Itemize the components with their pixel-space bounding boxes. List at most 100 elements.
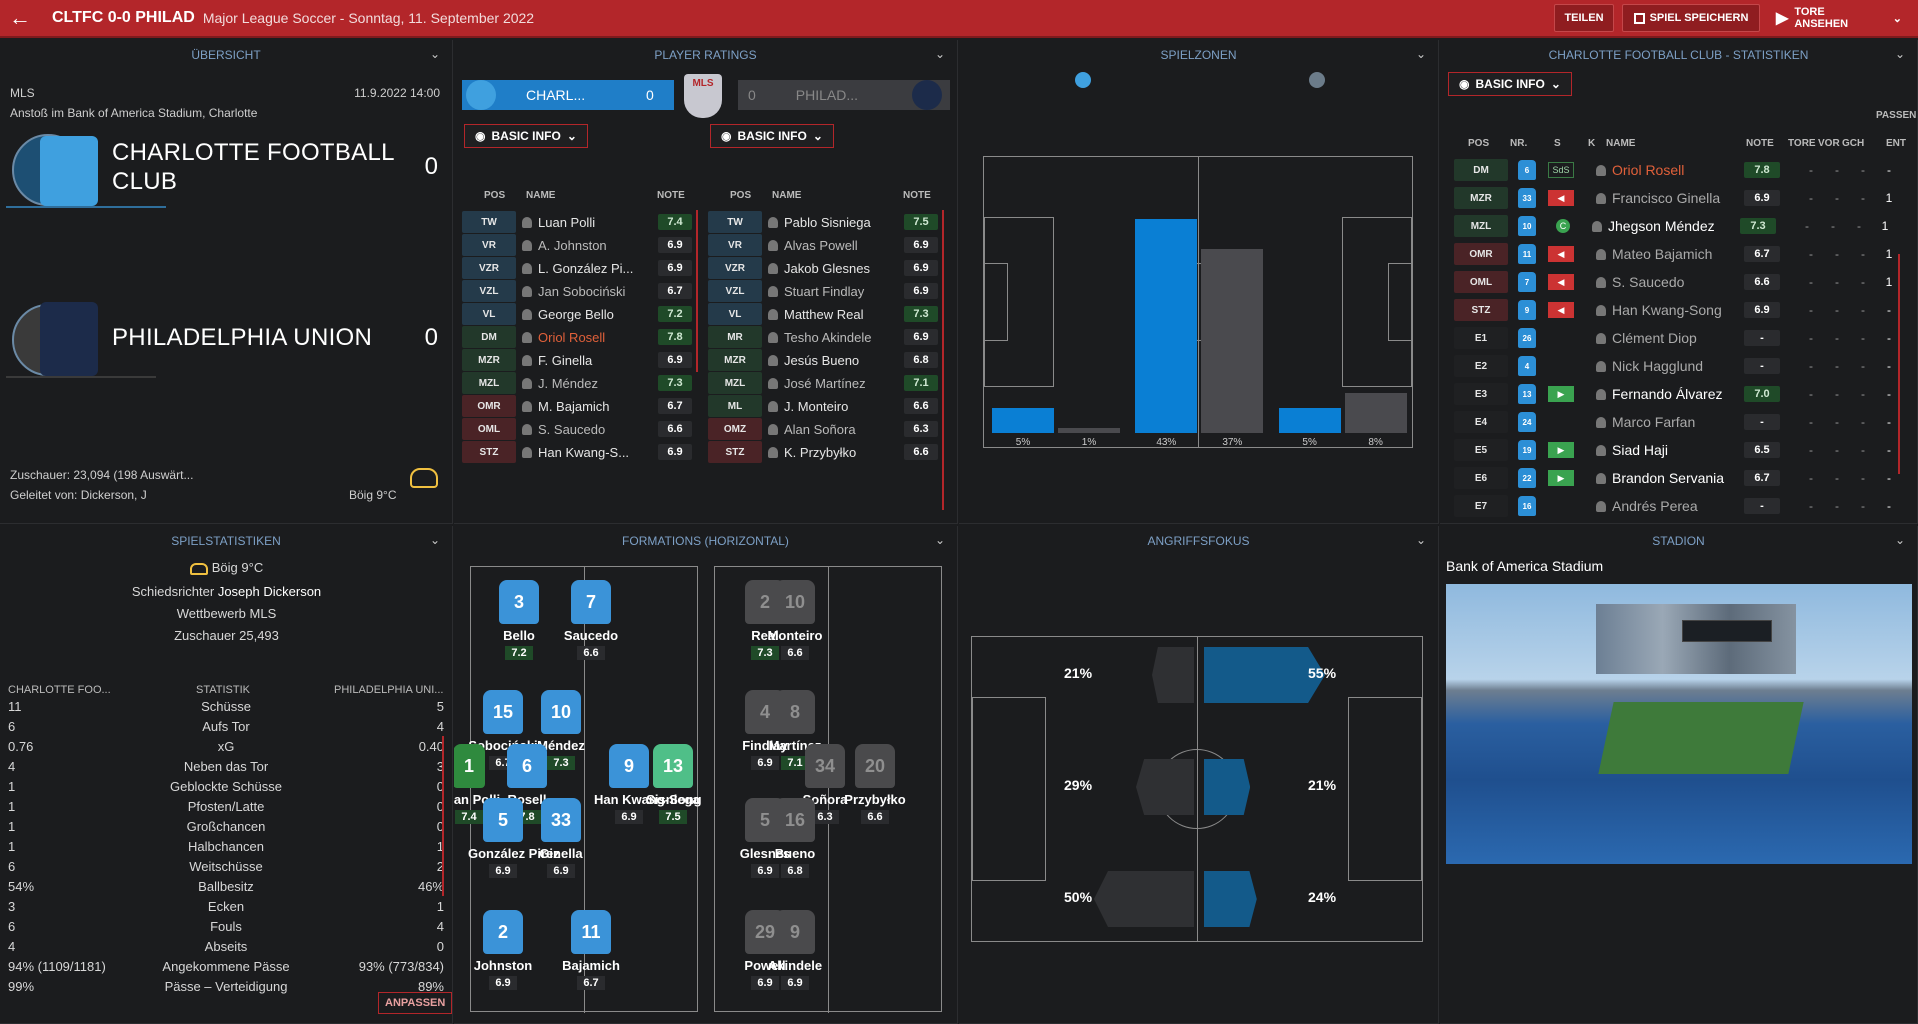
rating-row[interactable]: DM Oriol Rosell 7.8 bbox=[462, 325, 702, 349]
away-formation-player[interactable]: 9 Akindele 6.9 bbox=[760, 910, 830, 990]
col-goals[interactable]: TORE bbox=[1788, 138, 1816, 149]
player-name[interactable]: F. Ginella bbox=[538, 352, 593, 368]
player-name[interactable]: Nick Hagglund bbox=[1612, 358, 1704, 374]
player-stat-row[interactable]: E1 26 Clément Diop - - - - - bbox=[1440, 324, 1910, 352]
save-match-button[interactable]: SPIEL SPEICHERN bbox=[1622, 4, 1760, 32]
player-stat-row[interactable]: E4 24 Marco Farfan - - - - - bbox=[1440, 408, 1910, 436]
chevron-down-icon[interactable]: ⌄ bbox=[429, 47, 440, 61]
rating-row[interactable]: STZ K. Przybyłko 6.6 bbox=[708, 440, 948, 464]
chevron-down-icon[interactable]: ⌄ bbox=[429, 533, 440, 547]
player-name[interactable]: Matthew Real bbox=[784, 306, 864, 322]
rating-row[interactable]: OMZ Alan Soñora 6.3 bbox=[708, 417, 948, 441]
player-name[interactable]: Jakob Glesnes bbox=[784, 260, 870, 276]
club-basic-info-dropdown[interactable]: ◉ BASIC INFO ⌄ bbox=[1448, 72, 1572, 96]
home-team-name[interactable]: CHARLOTTE FOOTBALL CLUB bbox=[112, 139, 394, 195]
rating-row[interactable]: TW Luan Polli 7.4 bbox=[462, 210, 702, 234]
player-name[interactable]: Pablo Sisniega bbox=[784, 214, 871, 230]
player-name[interactable]: Jan Sobociński bbox=[538, 283, 626, 299]
player-name[interactable]: Fernando Álvarez bbox=[1612, 386, 1723, 402]
col-ent[interactable]: ENT bbox=[1886, 138, 1906, 149]
chevron-down-icon[interactable]: ⌄ bbox=[1415, 47, 1426, 61]
player-name[interactable]: Brandon Servania bbox=[1612, 470, 1725, 486]
away-team-name[interactable]: PHILADELPHIA UNION bbox=[112, 324, 373, 351]
rating-row[interactable]: MZR Jesús Bueno 6.8 bbox=[708, 348, 948, 372]
rating-row[interactable]: TW Pablo Sisniega 7.5 bbox=[708, 210, 948, 234]
share-button[interactable]: TEILEN bbox=[1554, 4, 1614, 32]
rating-row[interactable]: VZR Jakob Glesnes 6.9 bbox=[708, 256, 948, 280]
rating-row[interactable]: MR Tesho Akindele 6.9 bbox=[708, 325, 948, 349]
home-formation-player[interactable]: 15 Sobociński 6.7 bbox=[468, 690, 538, 770]
col-pos[interactable]: POS bbox=[1468, 138, 1490, 149]
player-name[interactable]: Marco Farfan bbox=[1612, 414, 1696, 430]
rating-row[interactable]: VR Alvas Powell 6.9 bbox=[708, 233, 948, 257]
player-stat-row[interactable]: STZ 9 ◀ Han Kwang-Song 6.9 - - - - bbox=[1440, 296, 1910, 324]
col-pos-home[interactable]: POS bbox=[484, 190, 506, 201]
player-stat-row[interactable]: E5 19 ▶ Siad Haji 6.5 - - - - bbox=[1440, 436, 1910, 464]
chevron-down-icon[interactable]: ⌄ bbox=[1894, 533, 1905, 547]
player-name[interactable]: Oriol Rosell bbox=[1612, 162, 1685, 178]
rating-row[interactable]: ML J. Monteiro 6.6 bbox=[708, 394, 948, 418]
player-name[interactable]: J. Méndez bbox=[538, 375, 598, 391]
rating-row[interactable]: MZL José Martínez 7.1 bbox=[708, 371, 948, 395]
player-stat-row[interactable]: E6 22 ▶ Brandon Servania 6.7 - - - - bbox=[1440, 464, 1910, 492]
player-name[interactable]: Tesho Akindele bbox=[784, 329, 872, 345]
away-formation-player[interactable]: 8 Martínez 7.1 bbox=[760, 690, 830, 770]
col-s[interactable]: S bbox=[1554, 138, 1561, 149]
rating-row[interactable]: VR A. Johnston 6.9 bbox=[462, 233, 702, 257]
player-stat-row[interactable]: OMR 11 ◀ Mateo Bajamich 6.7 - - - 1 bbox=[1440, 240, 1910, 268]
player-name[interactable]: Andrés Perea bbox=[1612, 498, 1698, 514]
home-formation-player[interactable]: 5 González Pirez 6.9 bbox=[468, 798, 560, 878]
rating-row[interactable]: VZL Jan Sobociński 6.7 bbox=[462, 279, 702, 303]
home-formation-player[interactable]: 33 Ginella 6.9 bbox=[526, 798, 596, 878]
player-name[interactable]: Stuart Findlay bbox=[784, 283, 865, 299]
rating-row[interactable]: OMR M. Bajamich 6.7 bbox=[462, 394, 702, 418]
player-name[interactable]: S. Saucedo bbox=[1612, 274, 1685, 290]
player-name[interactable]: S. Saucedo bbox=[538, 421, 606, 437]
player-name[interactable]: Clément Diop bbox=[1612, 330, 1697, 346]
col-note-away[interactable]: NOTE bbox=[903, 190, 931, 201]
player-name[interactable]: J. Monteiro bbox=[784, 398, 849, 414]
home-formation-player[interactable]: 2 Johnston 6.9 bbox=[468, 910, 538, 990]
away-formation-player[interactable]: 13 Sisniega 7.5 bbox=[638, 744, 708, 824]
player-name[interactable]: Jesús Bueno bbox=[784, 352, 860, 368]
col-gch[interactable]: GCH bbox=[1842, 138, 1865, 149]
player-name[interactable]: Alan Soñora bbox=[784, 421, 856, 437]
col-k[interactable]: K bbox=[1588, 138, 1596, 149]
col-name-away[interactable]: NAME bbox=[772, 190, 802, 201]
rating-row[interactable]: STZ Han Kwang-S... 6.9 bbox=[462, 440, 702, 464]
basic-info-dropdown-left[interactable]: ◉ BASIC INFO ⌄ bbox=[464, 124, 588, 148]
back-arrow-icon[interactable]: ← bbox=[9, 5, 31, 30]
home-formation-player[interactable]: 10 Méndez 7.3 bbox=[526, 690, 596, 770]
col-note[interactable]: NOTE bbox=[1746, 138, 1774, 149]
rating-row[interactable]: MZR F. Ginella 6.9 bbox=[462, 348, 702, 372]
rating-row[interactable]: MZL J. Méndez 7.3 bbox=[462, 371, 702, 395]
watch-goals-button[interactable]: ▶ TORE ANSEHEN ⌄ bbox=[1766, 4, 1912, 32]
player-name[interactable]: L. González Pi... bbox=[538, 260, 634, 276]
player-name[interactable]: K. Przybyłko bbox=[784, 444, 857, 460]
chevron-down-icon[interactable]: ⌄ bbox=[934, 533, 945, 547]
club-stats-scrollbar[interactable] bbox=[1898, 254, 1900, 474]
player-name[interactable]: Han Kwang-Song bbox=[1612, 302, 1722, 318]
col-name-home[interactable]: NAME bbox=[526, 190, 556, 201]
col-note-home[interactable]: NOTE bbox=[657, 190, 685, 201]
player-name[interactable]: Alvas Powell bbox=[784, 237, 858, 253]
home-formation-player[interactable]: 3 Bello 7.2 bbox=[484, 580, 554, 660]
player-stat-row[interactable]: MZL 10 C Jhegson Méndez 7.3 - - - 1 bbox=[1440, 212, 1910, 240]
player-stat-row[interactable]: MZR 33 ◀ Francisco Ginella 6.9 - - - 1 bbox=[1440, 184, 1910, 212]
rating-row[interactable]: VL Matthew Real 7.3 bbox=[708, 302, 948, 326]
chevron-down-icon[interactable]: ⌄ bbox=[1415, 533, 1426, 547]
player-name[interactable]: George Bello bbox=[538, 306, 614, 322]
away-formation-player[interactable]: 20 Przybyłko 6.6 bbox=[840, 744, 910, 824]
player-stat-row[interactable]: OML 7 ◀ S. Saucedo 6.6 - - - 1 bbox=[1440, 268, 1910, 296]
home-formation-player[interactable]: 11 Bajamich 6.7 bbox=[556, 910, 626, 990]
referee-name[interactable]: Joseph Dickerson bbox=[217, 584, 322, 599]
home-scrollbar[interactable] bbox=[696, 210, 698, 372]
player-name[interactable]: A. Johnston bbox=[538, 237, 607, 253]
chevron-down-icon[interactable]: ⌄ bbox=[1894, 47, 1905, 61]
match-stats-scrollbar[interactable] bbox=[442, 736, 444, 896]
basic-info-dropdown-right[interactable]: ◉ BASIC INFO ⌄ bbox=[710, 124, 834, 148]
player-stat-row[interactable]: DM 6 SdS Oriol Rosell 7.8 - - - - bbox=[1440, 156, 1910, 184]
rating-row[interactable]: VL George Bello 7.2 bbox=[462, 302, 702, 326]
rating-row[interactable]: VZL Stuart Findlay 6.9 bbox=[708, 279, 948, 303]
away-formation-player[interactable]: 16 Bueno 6.8 bbox=[760, 798, 830, 878]
